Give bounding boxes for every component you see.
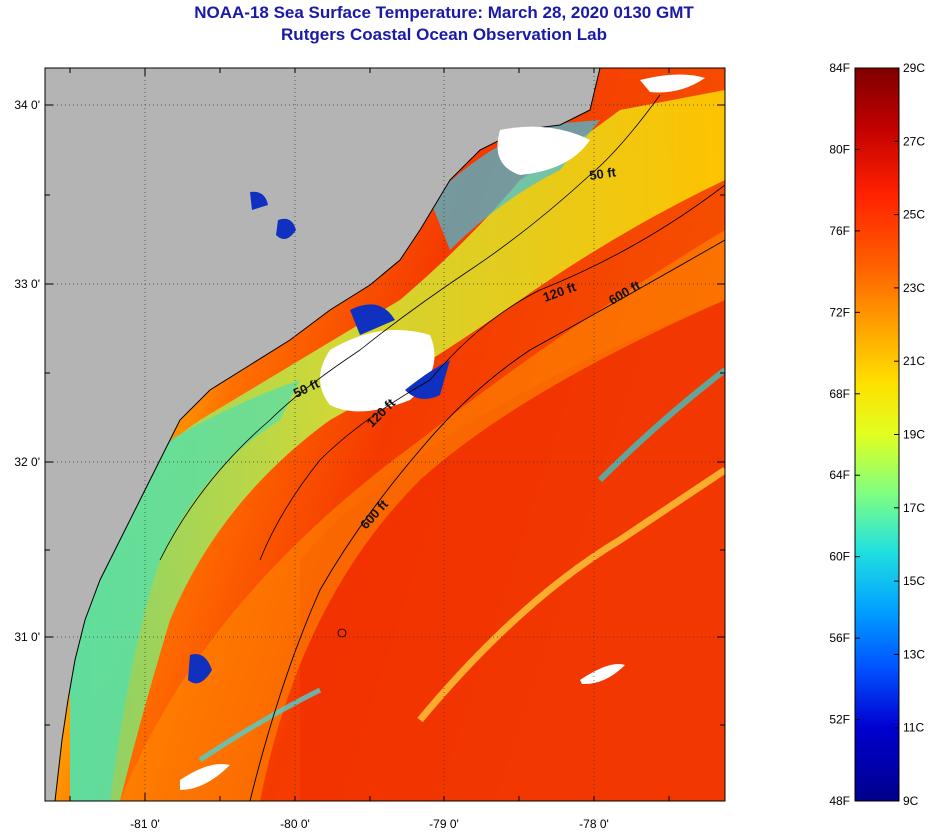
y-tick-label: 31 0'	[14, 630, 40, 644]
colorbar-f-label: 60F	[829, 550, 850, 564]
y-tick-label: 32 0'	[14, 455, 40, 469]
colorbar-c-label: 27C	[903, 134, 925, 148]
colorbar	[854, 67, 900, 802]
x-tick-label: -78 0'	[579, 817, 609, 831]
colorbar-labels: 84F 80F 76F 72F 68F 64F 60F 56F 52F 48F 29C 27C 25C 2…	[829, 61, 925, 808]
y-tick-label: 33 0'	[14, 277, 40, 291]
contour-120ft	[259, 184, 725, 561]
colorbar-c-label: 13C	[903, 647, 925, 661]
colorbar-c-label: 9C	[903, 794, 919, 808]
y-tick-label: 34 0'	[14, 98, 40, 112]
colorbar-c-label: 17C	[903, 501, 925, 515]
cloud-patch	[497, 126, 590, 175]
colorbar-f-label: 72F	[829, 305, 850, 319]
graticule	[45, 68, 725, 801]
colorbar-f-label: 48F	[829, 794, 850, 808]
contour-600ft	[249, 239, 725, 801]
colorbar-f-label: 84F	[829, 61, 850, 75]
x-tick-label: -79 0'	[429, 817, 459, 831]
colorbar-c-label: 29C	[903, 61, 925, 75]
colorbar-c-label: 19C	[903, 428, 925, 442]
coastline	[54, 68, 601, 801]
shelf-water	[70, 90, 725, 801]
colorbar-c-label: 23C	[903, 281, 925, 295]
land-mass	[45, 68, 600, 801]
colorbar-c-label: 25C	[903, 208, 925, 222]
x-tick-label: -81 0'	[130, 817, 160, 831]
colorbar-c-label: 15C	[903, 574, 925, 588]
colorbar-f-label: 76F	[829, 224, 850, 238]
colorbar-f-label: 80F	[829, 142, 850, 156]
map-subtitle: Rutgers Coastal Ocean Observation Lab	[281, 25, 607, 44]
axis-ticks	[45, 68, 725, 801]
cloud-patch	[320, 330, 435, 412]
warm-water-region	[300, 300, 725, 801]
colorbar-f-label: 68F	[829, 387, 850, 401]
map-frame	[44, 67, 726, 802]
colorbar-c-label: 11C	[903, 721, 924, 735]
colorbar-c-label: 21C	[903, 354, 925, 368]
colorbar-f-label: 64F	[829, 468, 850, 482]
contour-label: 50 ft	[588, 164, 617, 183]
map-title: NOAA-18 Sea Surface Temperature: March 2…	[194, 3, 694, 22]
contour-50ft	[159, 94, 661, 561]
colorbar-f-label: 56F	[829, 631, 850, 645]
colorbar-f-label: 52F	[829, 713, 850, 727]
x-tick-label: -80 0'	[280, 817, 310, 831]
